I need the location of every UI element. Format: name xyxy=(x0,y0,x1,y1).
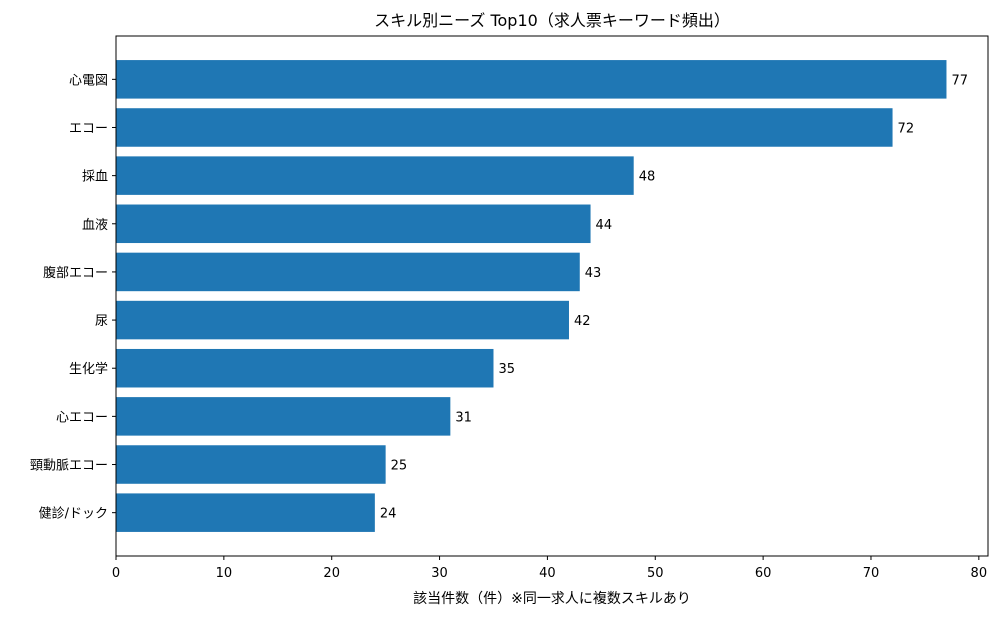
bar xyxy=(116,252,580,292)
bar xyxy=(116,156,634,195)
y-tick-label: 血液 xyxy=(82,218,108,233)
data-label: 35 xyxy=(498,362,515,377)
x-tick-label: 70 xyxy=(863,566,880,581)
y-tick-label: 採血 xyxy=(82,170,108,185)
bar xyxy=(116,300,569,340)
axes-frame xyxy=(115,35,989,557)
data-label: 43 xyxy=(585,266,602,281)
x-tick-label: 50 xyxy=(647,566,664,581)
bar xyxy=(116,204,591,244)
x-tick-label: 10 xyxy=(216,566,233,581)
chart-title: スキル別ニーズ Top10（求人票キーワード頻出） xyxy=(374,11,730,30)
x-axis-label: 該当件数（件）※同一求人に複数スキルあり xyxy=(413,590,691,607)
bar xyxy=(116,493,375,532)
data-label: 44 xyxy=(596,218,613,233)
data-label: 42 xyxy=(574,314,591,329)
y-tick-label: 健診/ドック xyxy=(39,506,108,522)
bar xyxy=(116,397,451,436)
x-tick-label: 20 xyxy=(323,566,340,581)
x-tick-label: 80 xyxy=(971,566,988,581)
y-tick-label: 頸動脈エコー xyxy=(30,459,108,474)
y-tick-label: 腹部エコー xyxy=(43,265,108,281)
data-label: 72 xyxy=(898,121,915,136)
x-tick-label: 0 xyxy=(112,566,120,581)
y-tick-label: 尿 xyxy=(95,314,108,329)
data-label: 24 xyxy=(380,507,397,522)
x-tick-label: 60 xyxy=(755,566,772,581)
bar xyxy=(116,445,386,484)
y-tick-label: エコー xyxy=(69,121,108,136)
y-tick-label: 心エコー xyxy=(56,410,108,425)
data-label: 25 xyxy=(391,459,408,474)
bar xyxy=(116,60,947,99)
bar xyxy=(116,108,893,147)
y-tick-label: 生化学 xyxy=(69,361,108,377)
x-tick-label: 40 xyxy=(539,566,556,581)
y-tick-label: 心電図 xyxy=(69,73,108,88)
data-label: 31 xyxy=(455,410,472,425)
bar xyxy=(116,348,494,388)
data-label: 77 xyxy=(951,73,968,88)
data-label: 48 xyxy=(639,170,656,185)
x-tick-label: 30 xyxy=(431,566,448,581)
